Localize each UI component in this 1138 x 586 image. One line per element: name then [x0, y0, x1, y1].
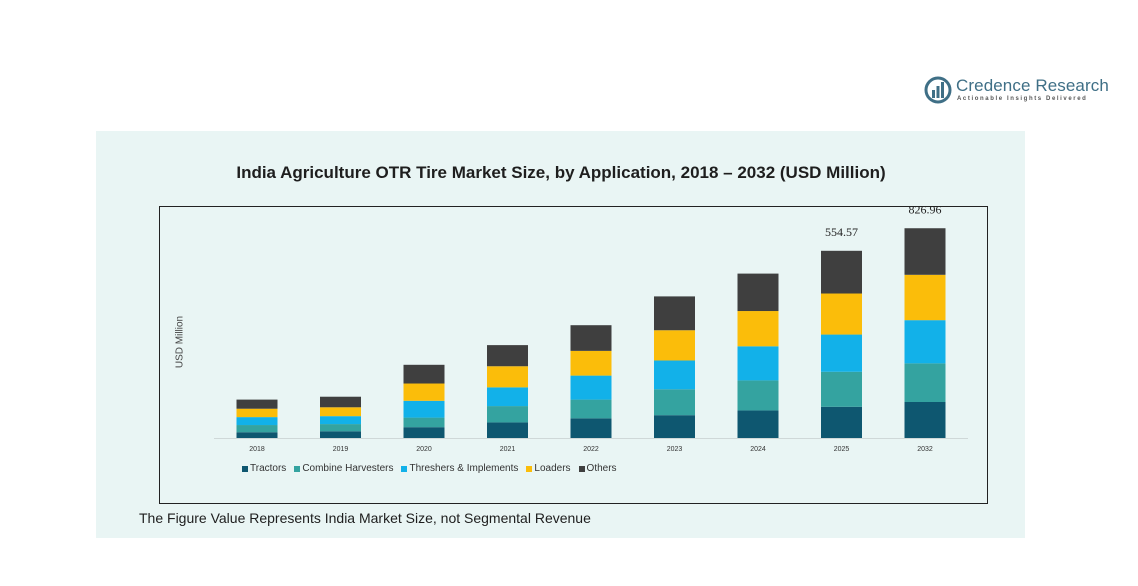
- x-tick-label-2020: 2020: [416, 446, 432, 453]
- bar-segment-tractors-2032: [904, 402, 946, 438]
- brand-tagline: Actionable Insights Delivered: [957, 96, 1088, 102]
- legend-label: Tractors: [250, 463, 287, 474]
- bar-segment-combine-harvesters-2025: [821, 371, 862, 407]
- x-tick-label-2022: 2022: [583, 446, 599, 453]
- bar-segment-loaders-2022: [570, 350, 612, 376]
- bar-segment-tractors-2021: [487, 422, 528, 438]
- bar-segment-threshers-implements-2018: [236, 417, 278, 426]
- legend-item-loaders: Loaders: [526, 463, 571, 474]
- data-label-2032: 826.96: [909, 207, 942, 216]
- y-axis-label: USD Million: [174, 315, 186, 369]
- x-tick-label-2032: 2032: [917, 446, 933, 453]
- legend-label: Loaders: [534, 463, 571, 474]
- legend-item-tractors: Tractors: [242, 463, 286, 474]
- x-tick-label-2018: 2018: [249, 446, 265, 453]
- bar-segment-others-2022: [570, 325, 612, 351]
- bar-segment-combine-harvesters-2032: [904, 363, 946, 402]
- legend-item-threshers-implements: Threshers & Implements: [401, 463, 518, 474]
- legend-swatch: [526, 465, 533, 472]
- footnote: The Figure Value Represents India Market…: [139, 510, 591, 526]
- chart-frame: 2018 2019 2020 2021 2022 2023 2024 2025 554.57 20…: [159, 206, 988, 504]
- bar-segment-combine-harvesters-2019: [320, 424, 361, 432]
- bar-segment-tractors-2018: [236, 432, 278, 438]
- x-tick-label-2025: 2025: [834, 446, 850, 453]
- bar-segment-loaders-2024: [737, 311, 779, 347]
- bar-segment-others-2032: [904, 228, 946, 275]
- bar-segment-combine-harvesters-2021: [487, 406, 528, 423]
- brand-logo: Credence Research Actionable Insights De…: [924, 74, 1114, 108]
- legend-swatch: [242, 465, 248, 472]
- bar-segment-tractors-2025: [821, 406, 862, 438]
- bar-segment-threshers-implements-2021: [487, 387, 528, 407]
- data-label-2025: 554.57: [825, 225, 858, 239]
- chart-panel: [96, 131, 1025, 538]
- bar-segment-others-2021: [487, 345, 528, 367]
- bar-segment-threshers-implements-2032: [904, 320, 946, 364]
- bar-segment-combine-harvesters-2020: [403, 417, 445, 428]
- bar-segment-loaders-2019: [320, 407, 361, 417]
- legend-swatch: [401, 465, 408, 472]
- chart-legend: Tractors Combine Harvesters Threshers & Im…: [242, 463, 617, 474]
- bar-segment-others-2024: [737, 273, 779, 312]
- x-tick-label-2019: 2019: [333, 446, 349, 453]
- bar-segment-threshers-implements-2019: [320, 416, 361, 425]
- x-tick-label-2024: 2024: [750, 446, 766, 453]
- legend-label: Combine Harvesters: [302, 463, 394, 474]
- bar-segment-others-2018: [236, 399, 278, 409]
- brand-name: Credence Research: [956, 76, 1109, 95]
- bar-segment-threshers-implements-2022: [570, 375, 612, 400]
- bar-segment-threshers-implements-2023: [654, 360, 695, 390]
- x-tick-label-2021: 2021: [500, 446, 516, 453]
- legend-label: Others: [586, 463, 617, 474]
- bar-segment-tractors-2019: [320, 431, 361, 438]
- legend-swatch: [578, 465, 585, 472]
- chart-title: India Agriculture OTR Tire Market Size, …: [236, 163, 886, 182]
- bar-segment-others-2023: [654, 296, 695, 331]
- bar-segment-combine-harvesters-2022: [570, 399, 612, 419]
- legend-item-others: Others: [578, 463, 617, 474]
- bar-segment-loaders-2032: [904, 274, 946, 321]
- bar-segment-others-2025: [821, 250, 862, 294]
- bar-segment-combine-harvesters-2018: [236, 425, 278, 433]
- bar-segment-tractors-2020: [403, 427, 445, 438]
- bar-segment-combine-harvesters-2024: [737, 380, 779, 411]
- bar-segment-others-2019: [320, 396, 361, 408]
- bar-segment-combine-harvesters-2023: [654, 389, 695, 416]
- legend-label: Threshers & Implements: [409, 463, 519, 474]
- credence-logo-icon: [924, 76, 952, 104]
- bar-segment-threshers-implements-2020: [403, 400, 445, 418]
- bar-segment-tractors-2022: [570, 418, 612, 438]
- bar-segment-tractors-2024: [737, 410, 779, 438]
- legend-item-combine-harvesters: Combine Harvesters: [294, 463, 393, 474]
- bar-segment-loaders-2023: [654, 330, 695, 361]
- bar-segment-loaders-2020: [403, 383, 445, 401]
- bar-segment-threshers-implements-2025: [821, 334, 862, 372]
- bar-segment-loaders-2021: [487, 366, 528, 388]
- bar-segment-loaders-2018: [236, 408, 278, 418]
- x-tick-label-2023: 2023: [667, 446, 683, 453]
- bar-segment-loaders-2025: [821, 293, 862, 335]
- bar-segment-threshers-implements-2024: [737, 346, 779, 381]
- legend-swatch: [294, 465, 301, 472]
- stacked-bar-chart: 2018 2019 2020 2021 2022 2023 2024 2025 554.57 20…: [214, 207, 968, 453]
- bar-segment-tractors-2023: [654, 415, 695, 438]
- bar-segment-others-2020: [403, 364, 445, 384]
